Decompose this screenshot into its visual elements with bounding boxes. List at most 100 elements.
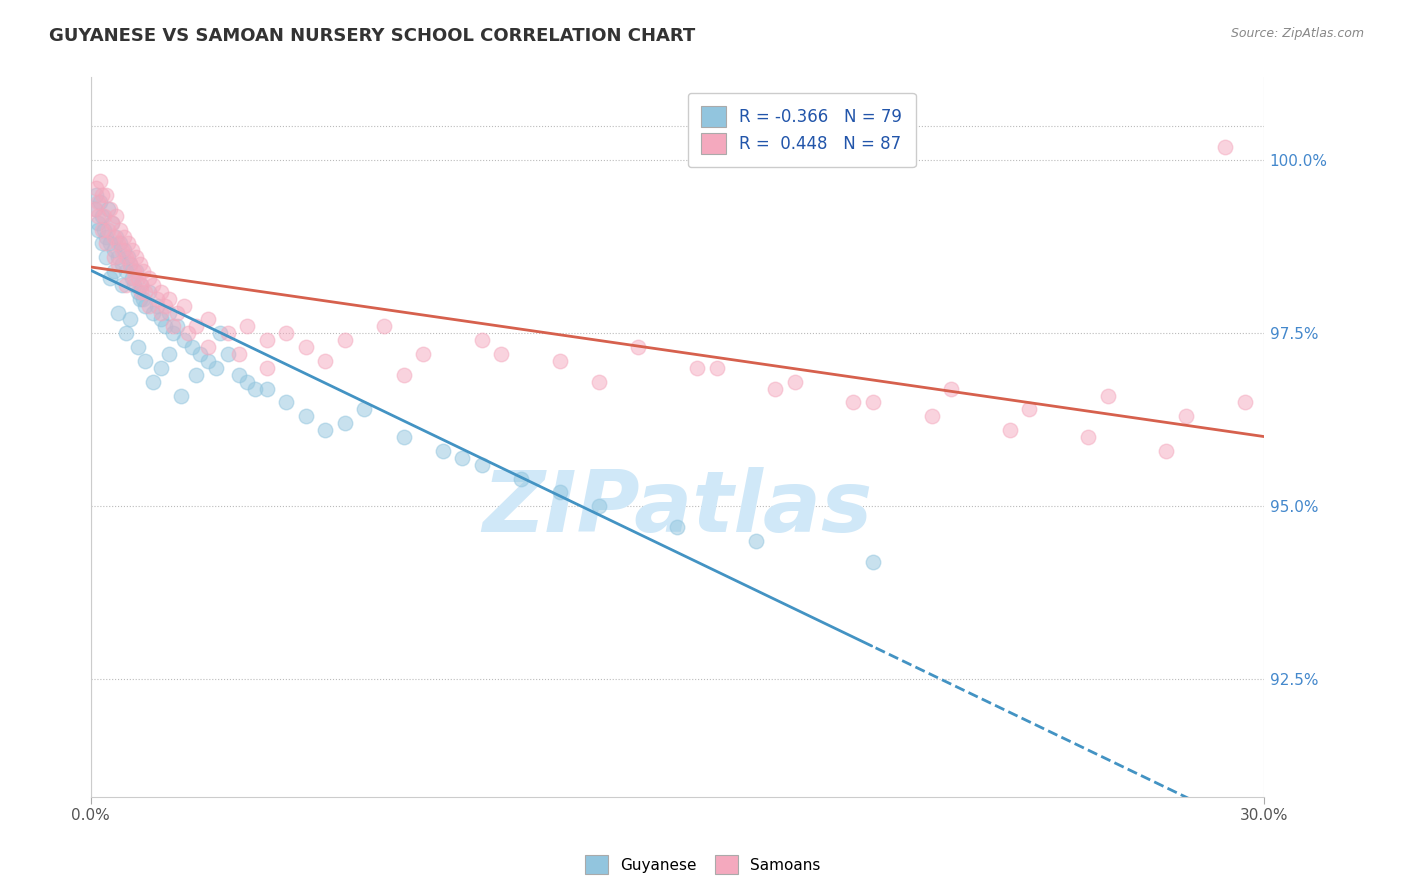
- Point: [1018, 402, 1040, 417]
- Legend: Guyanese, Samoans: Guyanese, Samoans: [579, 849, 827, 880]
- Point: [256, 333, 278, 347]
- Point: [548, 485, 571, 500]
- Point: [101, 216, 124, 230]
- Point: [228, 368, 250, 382]
- Point: [89, 174, 111, 188]
- Point: [131, 277, 153, 292]
- Point: [112, 244, 135, 258]
- Point: [146, 292, 169, 306]
- Point: [91, 188, 114, 202]
- Text: GUYANESE VS SAMOAN NURSERY SCHOOL CORRELATION CHART: GUYANESE VS SAMOAN NURSERY SCHOOL CORREL…: [49, 27, 696, 45]
- Point: [87, 222, 110, 236]
- Point: [138, 285, 160, 299]
- Point: [208, 326, 231, 341]
- Point: [117, 236, 139, 251]
- Point: [121, 271, 143, 285]
- Point: [128, 292, 150, 306]
- Point: [97, 202, 120, 216]
- Point: [392, 430, 415, 444]
- Point: [173, 299, 195, 313]
- Point: [114, 264, 136, 278]
- Point: [128, 257, 150, 271]
- Point: [122, 264, 145, 278]
- Point: [491, 347, 513, 361]
- Point: [1156, 443, 1178, 458]
- Point: [1174, 409, 1197, 424]
- Point: [103, 250, 125, 264]
- Point: [177, 326, 200, 341]
- Point: [118, 257, 141, 271]
- Point: [111, 257, 134, 271]
- Point: [314, 423, 336, 437]
- Point: [181, 340, 204, 354]
- Text: Source: ZipAtlas.com: Source: ZipAtlas.com: [1230, 27, 1364, 40]
- Point: [107, 305, 129, 319]
- Point: [998, 423, 1021, 437]
- Point: [150, 305, 173, 319]
- Point: [157, 347, 180, 361]
- Point: [127, 285, 149, 299]
- Point: [91, 222, 114, 236]
- Point: [122, 277, 145, 292]
- Point: [108, 222, 131, 236]
- Point: [186, 368, 208, 382]
- Point: [103, 244, 125, 258]
- Point: [256, 382, 278, 396]
- Point: [132, 264, 155, 278]
- Point: [93, 209, 115, 223]
- Point: [333, 416, 356, 430]
- Point: [294, 409, 316, 424]
- Point: [862, 395, 884, 409]
- Point: [236, 319, 259, 334]
- Point: [451, 450, 474, 465]
- Point: [186, 319, 208, 334]
- Point: [146, 299, 169, 313]
- Point: [89, 194, 111, 209]
- Point: [103, 229, 125, 244]
- Point: [471, 458, 494, 472]
- Point: [134, 299, 156, 313]
- Point: [86, 181, 108, 195]
- Point: [105, 209, 128, 223]
- Point: [98, 236, 121, 251]
- Point: [87, 209, 110, 223]
- Point: [127, 340, 149, 354]
- Point: [588, 375, 610, 389]
- Point: [294, 340, 316, 354]
- Point: [548, 354, 571, 368]
- Point: [153, 319, 176, 334]
- Point: [138, 299, 160, 313]
- Point: [204, 360, 226, 375]
- Text: ZIPatlas: ZIPatlas: [482, 467, 873, 550]
- Point: [197, 340, 219, 354]
- Point: [1233, 395, 1256, 409]
- Point: [150, 360, 173, 375]
- Point: [142, 277, 165, 292]
- Point: [197, 312, 219, 326]
- Point: [96, 188, 118, 202]
- Point: [228, 347, 250, 361]
- Point: [236, 375, 259, 389]
- Point: [124, 264, 146, 278]
- Point: [98, 271, 121, 285]
- Point: [276, 326, 298, 341]
- Point: [153, 299, 176, 313]
- Point: [169, 388, 191, 402]
- Point: [666, 520, 689, 534]
- Point: [162, 319, 184, 334]
- Point: [1097, 388, 1119, 402]
- Point: [471, 333, 494, 347]
- Point: [107, 250, 129, 264]
- Point: [114, 326, 136, 341]
- Point: [509, 471, 531, 485]
- Point: [134, 354, 156, 368]
- Point: [96, 250, 118, 264]
- Point: [1077, 430, 1099, 444]
- Point: [91, 236, 114, 251]
- Point: [162, 326, 184, 341]
- Point: [353, 402, 375, 417]
- Point: [114, 250, 136, 264]
- Point: [93, 222, 115, 236]
- Point: [124, 250, 146, 264]
- Point: [121, 244, 143, 258]
